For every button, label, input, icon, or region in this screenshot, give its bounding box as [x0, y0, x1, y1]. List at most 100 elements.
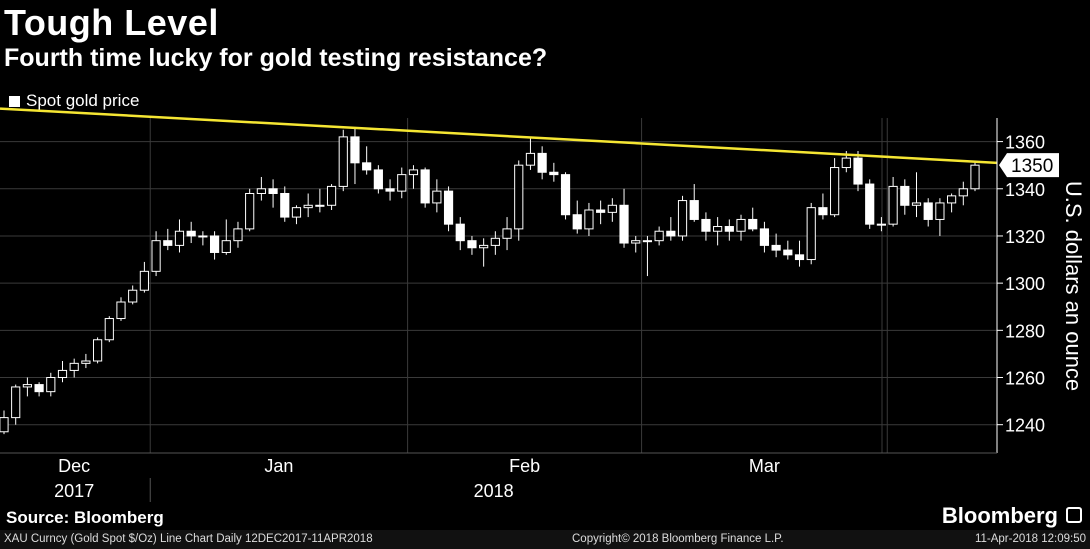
candle	[315, 188, 325, 213]
candle	[139, 261, 149, 293]
candle	[853, 151, 863, 192]
candle	[502, 217, 512, 251]
candle	[549, 162, 559, 182]
candle	[420, 167, 430, 208]
candle	[631, 235, 641, 253]
candle	[209, 231, 220, 260]
x-tick-label: Dec	[58, 456, 90, 476]
candle	[713, 217, 723, 246]
candle	[724, 219, 734, 241]
candle	[806, 202, 816, 265]
candle	[362, 146, 372, 175]
candle	[958, 181, 968, 206]
candle	[432, 179, 442, 213]
candle	[0, 410, 9, 435]
candle	[350, 127, 360, 185]
candle	[268, 179, 278, 208]
candle	[771, 233, 781, 258]
candle	[560, 172, 571, 220]
candle	[900, 179, 910, 215]
timestamp: 11-Apr-2018 12:09:50	[974, 533, 1086, 545]
candle	[256, 176, 266, 201]
chart-title: Tough Level	[4, 2, 219, 43]
legend: Spot gold price	[9, 91, 139, 111]
candle	[245, 188, 255, 232]
candle	[163, 228, 173, 251]
candle	[888, 176, 898, 227]
candle	[736, 214, 746, 241]
candle	[596, 200, 606, 225]
candle	[174, 219, 185, 253]
y-tick-label: 1260	[1005, 369, 1045, 389]
candle	[923, 198, 933, 227]
candle	[326, 184, 337, 211]
legend-label: Spot gold price	[26, 91, 140, 110]
x-tick-label: Feb	[509, 456, 540, 476]
candle	[128, 285, 138, 305]
candle	[338, 129, 348, 192]
candle	[46, 372, 56, 397]
candle	[408, 165, 419, 189]
candle	[92, 337, 103, 364]
last-price-box	[999, 153, 1059, 178]
candle	[81, 353, 91, 369]
candle	[748, 207, 758, 232]
candle	[572, 200, 582, 234]
candle	[947, 193, 957, 213]
legend-swatch	[9, 95, 20, 107]
candle	[291, 205, 302, 225]
candle	[935, 198, 945, 236]
y-tick-label: 1360	[1005, 133, 1045, 153]
candle	[794, 240, 805, 267]
candle	[11, 384, 21, 425]
candle	[642, 235, 653, 277]
candle	[385, 179, 395, 201]
candle	[654, 226, 664, 246]
y-tick-label: 1300	[1005, 274, 1045, 294]
candle	[666, 217, 676, 241]
candle	[689, 184, 699, 222]
candle	[303, 193, 313, 218]
candle	[69, 358, 79, 378]
candle	[701, 212, 711, 241]
candle	[198, 231, 208, 246]
candle	[677, 195, 688, 241]
y-tick-label: 1280	[1005, 321, 1045, 341]
grid-lines	[0, 118, 997, 453]
candle	[57, 360, 68, 383]
brand-logo: Bloomberg	[941, 503, 1058, 528]
y-axis-label: U.S. dollars an ounce	[1061, 181, 1086, 391]
candle	[467, 235, 477, 255]
candle	[970, 160, 980, 192]
candle	[865, 179, 875, 229]
candle	[22, 377, 32, 397]
x-year-label: 2017	[54, 481, 94, 501]
last-price-marker: 1350	[999, 153, 1059, 178]
y-tick-label: 1320	[1005, 227, 1045, 247]
candle	[186, 221, 196, 244]
footer-band	[0, 530, 1090, 549]
candle	[876, 217, 887, 232]
candle	[584, 202, 594, 236]
candle	[455, 217, 465, 251]
candle	[280, 186, 290, 222]
candle	[116, 297, 126, 321]
candle	[759, 221, 770, 253]
candle	[830, 158, 840, 218]
candle	[233, 221, 243, 248]
candle	[607, 198, 617, 222]
chart-info: XAU Curncy (Gold Spot $/Oz) Line Chart D…	[4, 533, 373, 545]
candle	[818, 193, 828, 220]
y-axis: 1240 1260 1280 1300 1320 1340 1360	[996, 118, 1045, 453]
candle	[104, 316, 114, 343]
last-price-label: 1350	[1011, 156, 1053, 177]
bloomberg-terminal-icon	[1066, 507, 1082, 523]
y-tick-label: 1240	[1005, 416, 1045, 436]
candle	[537, 146, 547, 180]
chart-subtitle: Fourth time lucky for gold testing resis…	[4, 44, 548, 72]
x-tick-label: Jan	[264, 456, 293, 476]
y-tick-label: 1340	[1005, 180, 1045, 200]
candle	[151, 231, 161, 277]
candle	[34, 382, 44, 397]
